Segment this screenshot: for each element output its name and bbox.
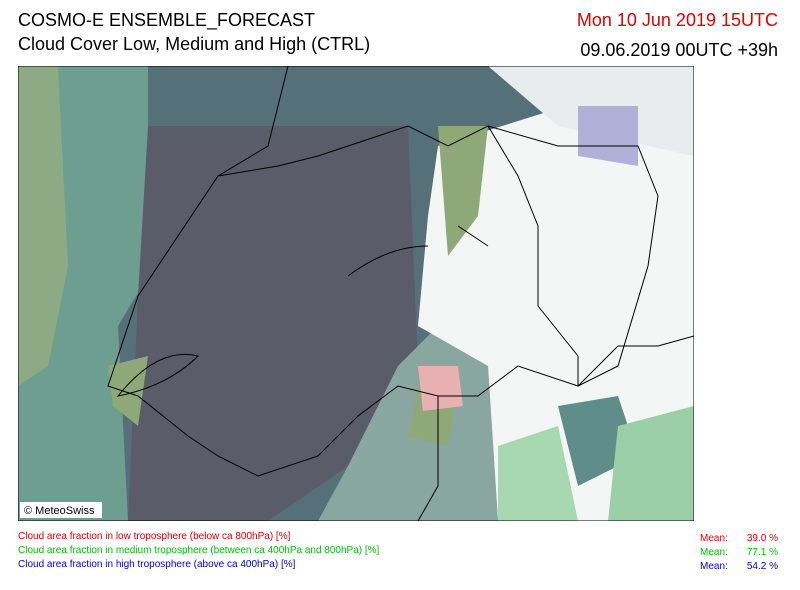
run-time: 09.06.2019 00UTC +39h [580,40,778,60]
border [107,125,579,477]
cloud-area [498,426,578,521]
mean-label: Mean: [700,533,728,544]
cloud-area [108,356,148,426]
mean-value: 54.2 % [746,561,778,572]
cloud-area [608,406,694,521]
mean-label: Mean: [700,547,728,558]
mean-label: Mean: [700,561,728,572]
legend-high: Cloud area fraction in high troposphere … [18,559,296,570]
cloud-area [418,66,694,521]
valid-time: Mon 10 Jun 2019 15UTC [576,10,778,30]
border [217,66,694,521]
title: COSMO-E ENSEMBLE_FORECAST [18,10,316,30]
cloud-area [18,66,68,386]
mean-value: 77.1 % [746,547,778,558]
copyright: © MeteoSwiss [24,505,95,517]
subtitle: Cloud Cover Low, Medium and High (CTRL) [18,34,371,54]
cloud-area [418,366,463,411]
legend-low: Cloud area fraction in low troposphere (… [18,531,291,542]
legend-medium: Cloud area fraction in medium tropospher… [18,545,380,556]
cloud-area [438,126,488,256]
copyright-box [20,502,102,518]
mean-value: 39.0 % [746,533,778,544]
lake [116,225,489,397]
cloud-area [128,126,418,521]
map: © MeteoSwiss [18,66,694,521]
cloud-area [578,106,638,166]
